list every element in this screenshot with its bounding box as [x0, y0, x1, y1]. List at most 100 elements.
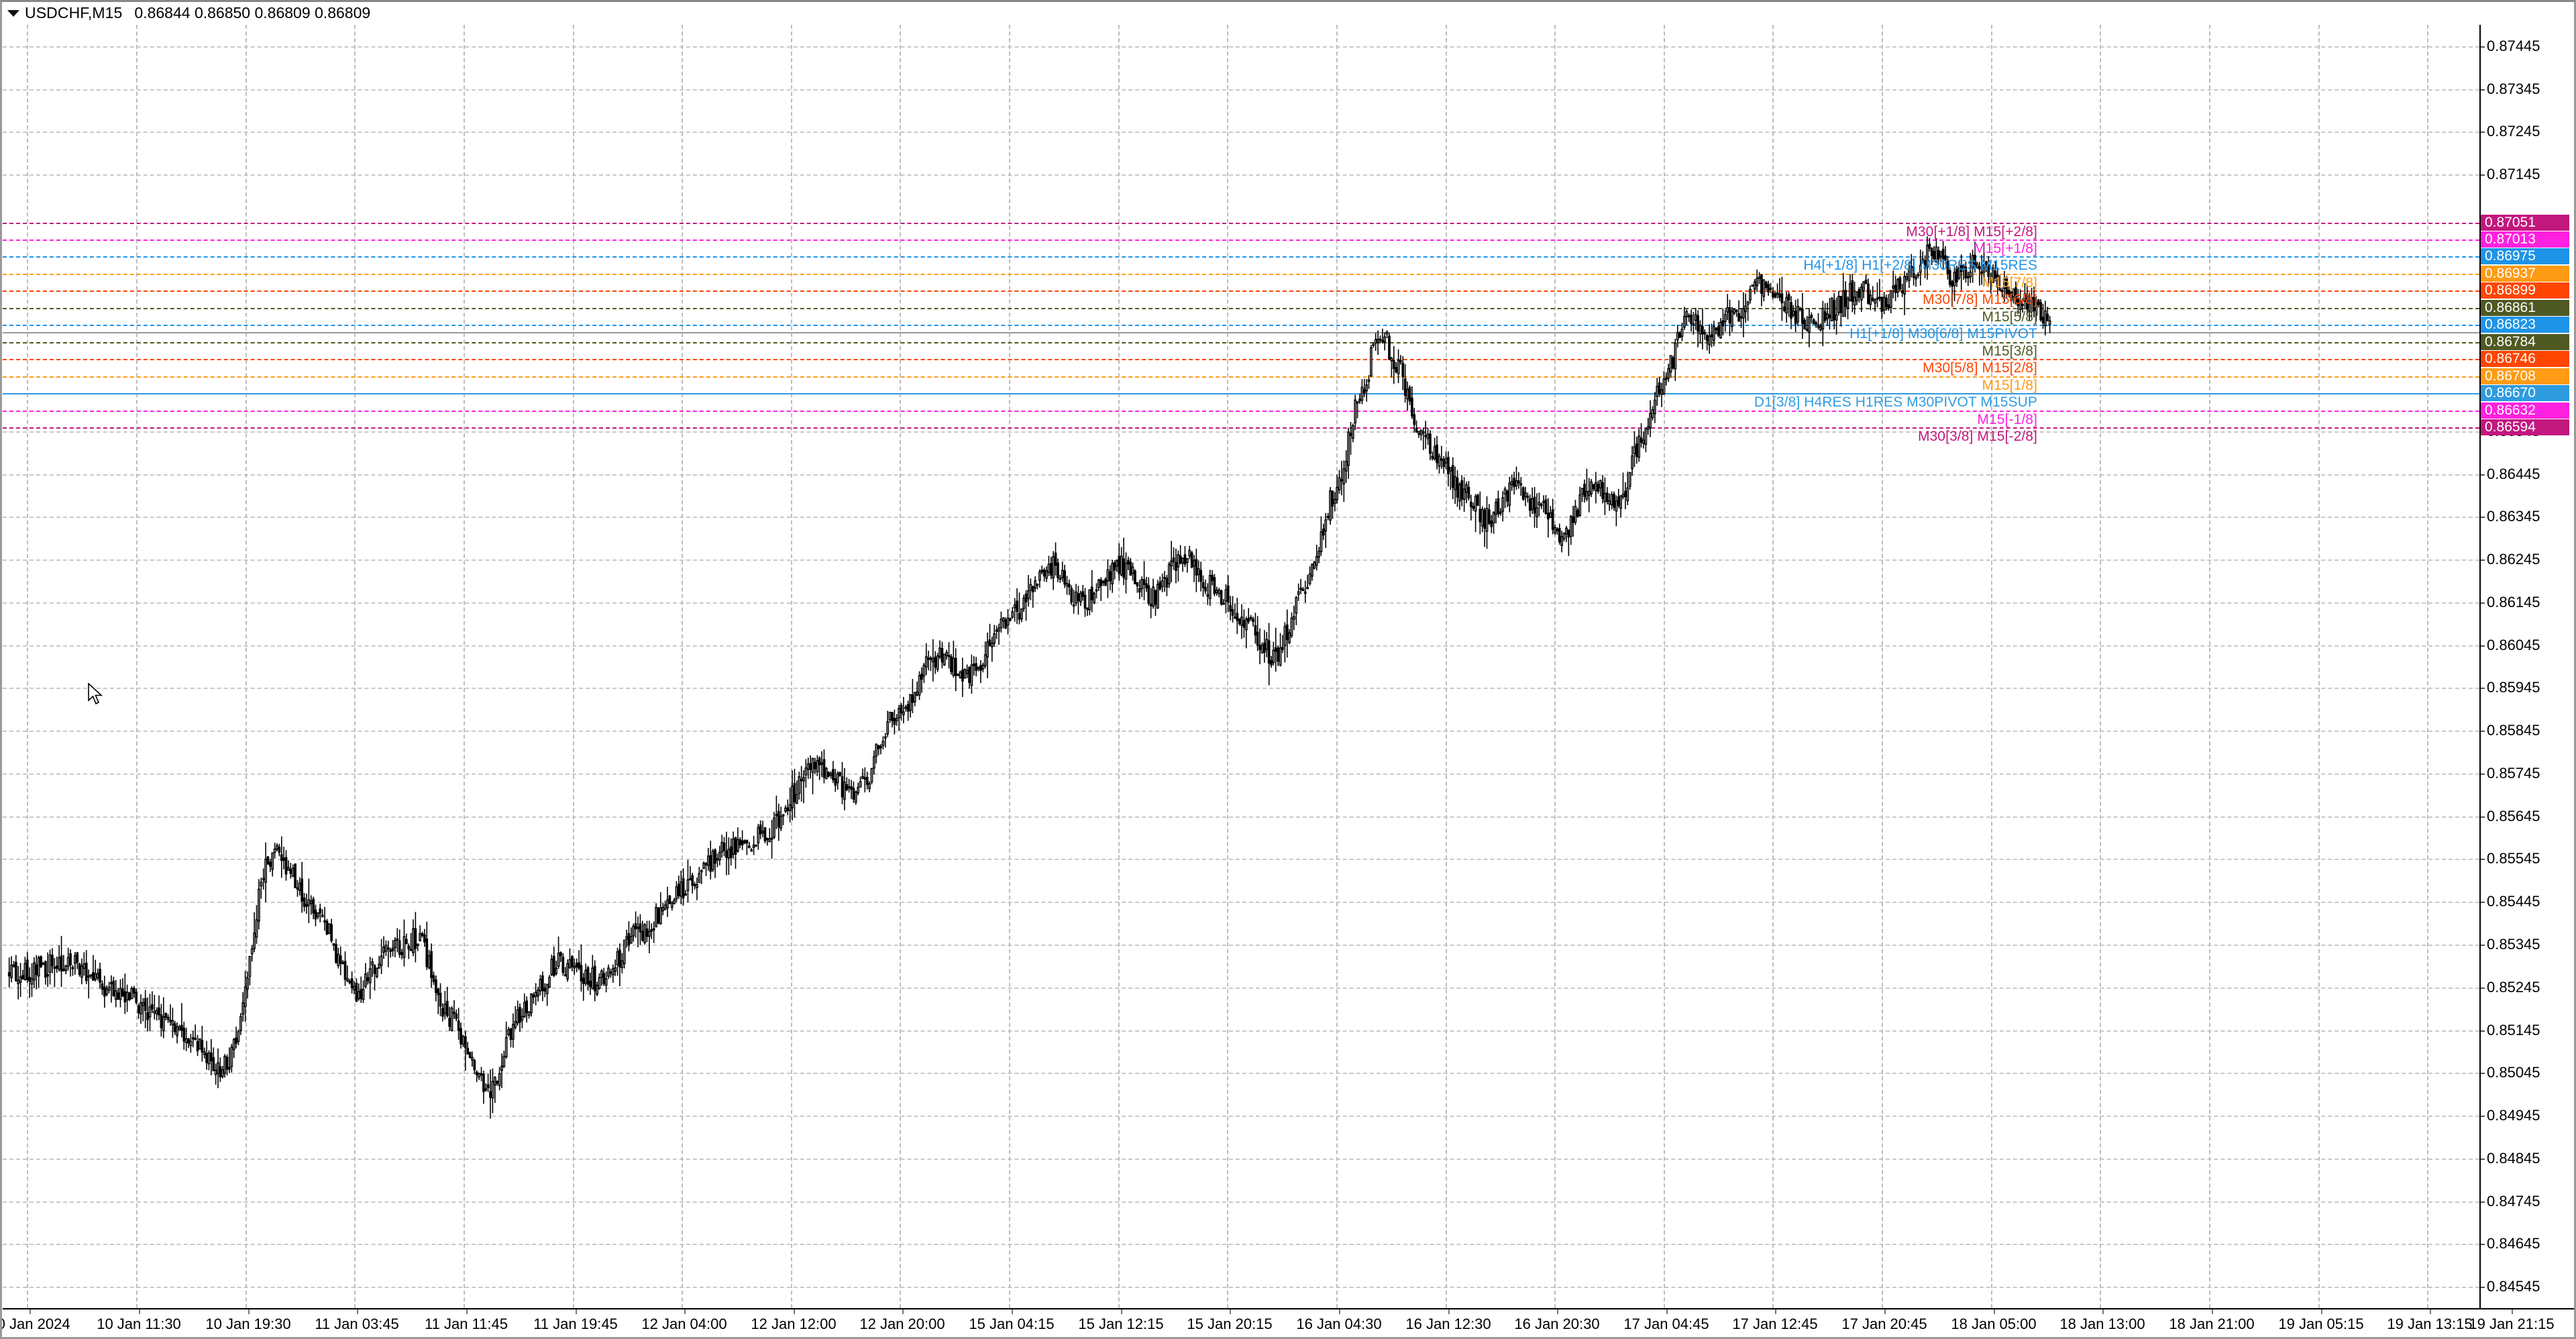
- time-tick-mark: [1339, 1309, 1340, 1314]
- price-tick-mark: [2481, 987, 2485, 989]
- time-tick-mark: [357, 1309, 358, 1314]
- symbol-bar: USDCHF,M15 0.86844 0.86850 0.86809 0.868…: [2, 2, 2574, 24]
- price-tick-label: 0.85945: [2481, 679, 2540, 696]
- price-level-tag[interactable]: 0.86670: [2481, 385, 2569, 401]
- level-label: M30[7/8] M15[6/8]: [1923, 292, 2037, 307]
- level-label: M30[+1/8] M15[+2/8]: [1906, 224, 2037, 239]
- time-tick-label: 16 Jan 04:30: [1296, 1316, 1382, 1332]
- time-tick-mark: [2102, 1309, 2104, 1314]
- price-tick-mark: [2481, 944, 2485, 946]
- price-tick-mark: [2481, 731, 2485, 733]
- level-label: M15[7/8]: [1982, 275, 2037, 290]
- price-tick-label: 0.85245: [2481, 979, 2540, 996]
- price-tick-mark: [2481, 773, 2485, 775]
- price-level-tag[interactable]: 0.86594: [2481, 419, 2569, 435]
- price-level-tag[interactable]: 0.86975: [2481, 248, 2569, 264]
- price-level-tag[interactable]: 0.86823: [2481, 317, 2569, 333]
- time-tick-label: 10 Jan 2024: [0, 1316, 70, 1332]
- price-tick-mark: [2481, 1030, 2485, 1032]
- level-label: M15[-1/8]: [1977, 412, 2037, 427]
- time-tick-label: 11 Jan 11:45: [425, 1316, 508, 1332]
- price-level-tag[interactable]: 0.86708: [2481, 368, 2569, 384]
- chevron-down-icon[interactable]: [2, 3, 25, 23]
- time-tick-label: 16 Jan 20:30: [1514, 1316, 1600, 1332]
- level-label: M30[3/8] M15[-2/8]: [1917, 429, 2037, 444]
- time-tick-mark: [794, 1309, 795, 1314]
- price-tick-mark: [2481, 859, 2485, 861]
- level-label: M15[1/8]: [1982, 378, 2037, 393]
- time-tick-label: 18 Jan 05:00: [1951, 1316, 2037, 1332]
- price-level-tag[interactable]: 0.86899: [2481, 282, 2569, 299]
- price-tick-label: 0.85345: [2481, 936, 2540, 953]
- time-axis[interactable]: 10 Jan 2024 10 Jan 11:30 10 Jan 19:30 11 Ja…: [0, 1308, 2574, 1337]
- price-level-tag[interactable]: 0.86861: [2481, 300, 2569, 316]
- price-tick-label: 0.87245: [2481, 123, 2540, 140]
- time-tick-label: 17 Jan 12:45: [1732, 1316, 1818, 1332]
- price-tick-label: 0.85645: [2481, 808, 2540, 825]
- price-level-tag[interactable]: 0.86937: [2481, 266, 2569, 282]
- price-tick-mark: [2481, 174, 2485, 176]
- price-tick-mark: [2481, 1244, 2485, 1246]
- price-tick-label: 0.86445: [2481, 466, 2540, 483]
- price-tick-label: 0.86245: [2481, 551, 2540, 568]
- price-tick-label: 0.85445: [2481, 893, 2540, 910]
- time-tick-label: 12 Jan 04:00: [641, 1316, 727, 1332]
- time-tick-label: 12 Jan 20:00: [859, 1316, 945, 1332]
- time-tick-label: 17 Jan 20:45: [1841, 1316, 1927, 1332]
- price-tick-label: 0.84945: [2481, 1107, 2540, 1124]
- price-tick-mark: [2481, 688, 2485, 690]
- price-tick-mark: [2481, 559, 2485, 561]
- price-level-tag[interactable]: 0.86632: [2481, 403, 2569, 419]
- time-tick-label: 19 Jan 21:15: [2469, 1316, 2555, 1332]
- candlestick-series: [7, 236, 2051, 1119]
- price-level-tag[interactable]: 0.86746: [2481, 351, 2569, 367]
- price-tick-mark: [2481, 602, 2485, 604]
- level-label: M15[5/8]: [1982, 309, 2037, 325]
- price-tick-label: 0.84845: [2481, 1150, 2540, 1167]
- price-tick-label: 0.85045: [2481, 1064, 2540, 1081]
- chevron-down-glyph: [7, 9, 19, 17]
- price-axis[interactable]: 0.874450.873450.872450.871450.865450.864…: [2481, 25, 2574, 1308]
- price-tick-mark: [2481, 1287, 2485, 1289]
- time-tick-mark: [248, 1309, 250, 1314]
- price-tick-mark: [2481, 645, 2485, 647]
- time-tick-mark: [1230, 1309, 1231, 1314]
- price-tick-mark: [2481, 1073, 2485, 1075]
- time-tick-mark: [1884, 1309, 1886, 1314]
- price-tick-mark: [2481, 131, 2485, 133]
- time-tick-mark: [139, 1309, 140, 1314]
- level-label: H1[+1/8] M30[6/8] M15PIVOT: [1849, 326, 2037, 341]
- symbol-label: USDCHF,M15: [25, 4, 123, 21]
- chart-plot-area[interactable]: M30[+1/8] M15[+2/8] M15[+1/8] H4[+1/8] H1[…: [3, 25, 2481, 1308]
- time-tick-mark: [1557, 1309, 1558, 1314]
- time-tick-mark: [1121, 1309, 1122, 1314]
- price-tick-label: 0.87445: [2481, 38, 2540, 55]
- time-tick-label: 17 Jan 04:45: [1623, 1316, 1709, 1332]
- price-tick-label: 0.85545: [2481, 850, 2540, 867]
- time-tick-label: 11 Jan 19:45: [533, 1316, 618, 1332]
- level-label: D1[3/8] H4RES H1RES M30PIVOT M15SUP: [1754, 394, 2037, 410]
- price-tick-label: 0.85745: [2481, 765, 2540, 782]
- time-tick-mark: [2212, 1309, 2213, 1314]
- time-tick-label: 15 Jan 12:15: [1078, 1316, 1164, 1332]
- time-tick-mark: [30, 1309, 31, 1314]
- time-tick-label: 19 Jan 13:15: [2387, 1316, 2473, 1332]
- price-level-tag[interactable]: 0.87051: [2481, 215, 2569, 231]
- price-tick-label: 0.86145: [2481, 594, 2540, 611]
- time-tick-label: 12 Jan 12:00: [751, 1316, 837, 1332]
- price-tick-label: 0.85145: [2481, 1022, 2540, 1039]
- time-tick-label: 11 Jan 03:45: [315, 1316, 399, 1332]
- time-tick-label: 18 Jan 21:00: [2169, 1316, 2255, 1332]
- price-level-tag[interactable]: 0.87013: [2481, 231, 2569, 248]
- time-tick-mark: [2321, 1309, 2322, 1314]
- time-tick-label: 15 Jan 20:15: [1187, 1316, 1273, 1332]
- price-tick-mark: [2481, 1158, 2485, 1160]
- price-level-tag[interactable]: 0.86784: [2481, 334, 2569, 350]
- price-tick-mark: [2481, 816, 2485, 818]
- price-tick-mark: [2481, 1201, 2485, 1203]
- time-tick-mark: [2430, 1309, 2431, 1314]
- time-tick-mark: [466, 1309, 468, 1314]
- price-tick-label: 0.84745: [2481, 1193, 2540, 1210]
- price-tick-label: 0.85845: [2481, 722, 2540, 739]
